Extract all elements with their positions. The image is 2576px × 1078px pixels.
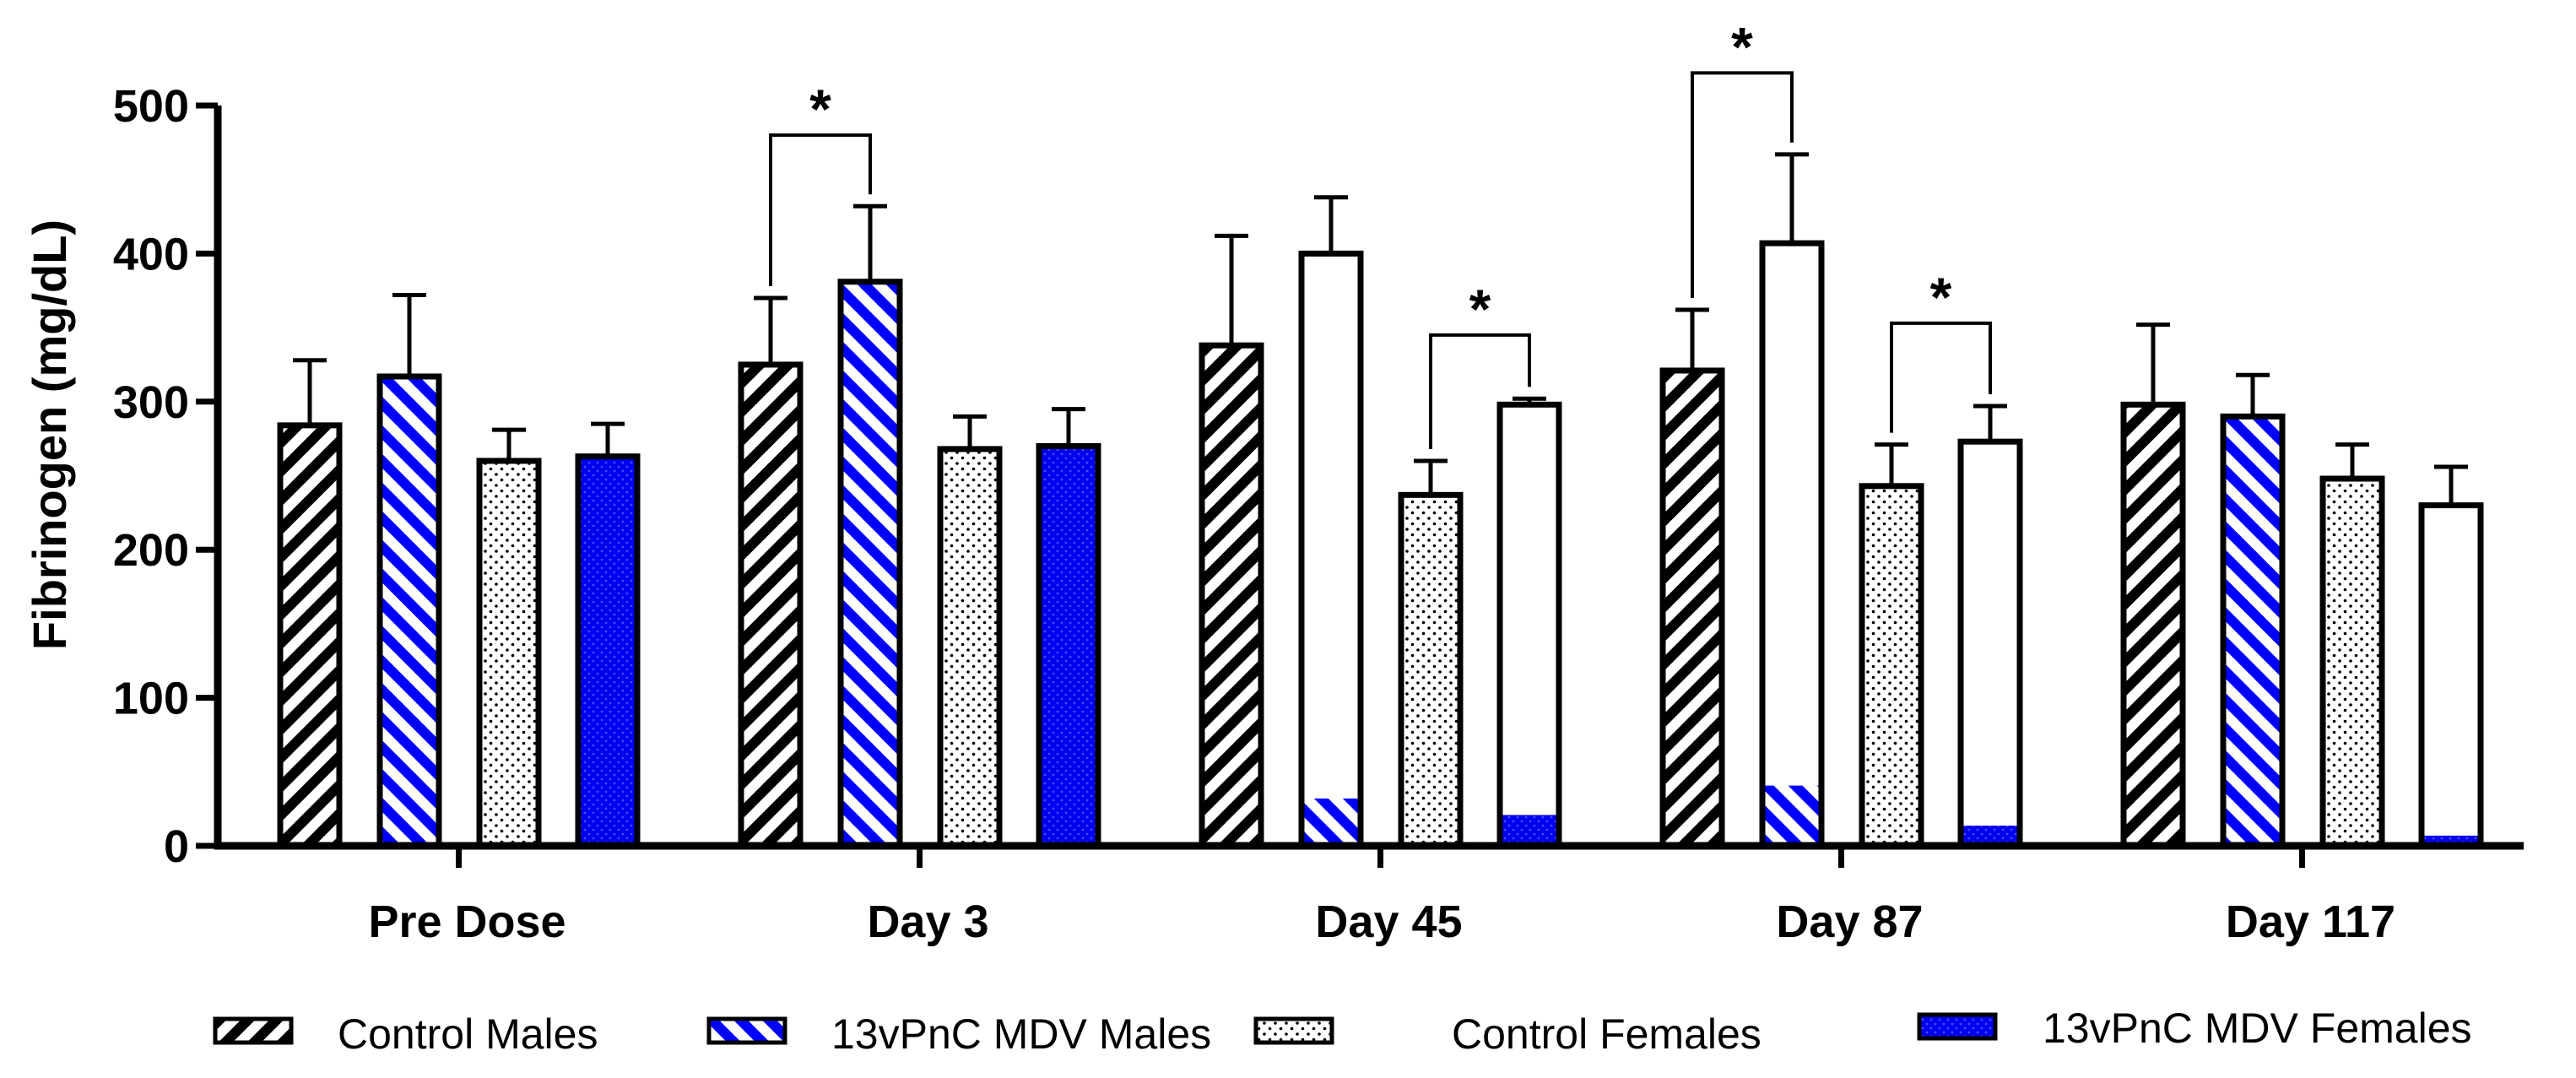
bar-fill [1039, 446, 1098, 846]
legend-item: 13vPnC MDV Females [1917, 1005, 2472, 1052]
legend-swatch [709, 1019, 785, 1043]
x-tick-label: Day 45 [1315, 897, 1462, 947]
x-tick-label: Day 87 [1776, 897, 1923, 947]
significance-bracket [769, 133, 872, 287]
significance-annotations: * * * * [769, 15, 1992, 449]
y-tick-label: 200 [113, 525, 189, 576]
bar-fill [1202, 345, 1261, 846]
significance-star: * [1930, 266, 1952, 328]
legend-swatch-outline [706, 1016, 787, 1045]
bar-fill [2323, 479, 2382, 846]
legend-swatch [1919, 1015, 1995, 1038]
significance-star: * [809, 78, 831, 140]
bars-layer [277, 240, 2484, 849]
bar-background [1302, 253, 1361, 846]
legend-swatch [1256, 1019, 1332, 1043]
bar-fill [841, 281, 900, 846]
legend-swatch [215, 1019, 291, 1043]
x-tick-label: Pre Dose [368, 897, 566, 947]
significance-bracket [1691, 71, 1794, 299]
bar-background [1500, 404, 1559, 847]
bar-background [1762, 243, 1821, 846]
bar-fill [1663, 370, 1722, 846]
bar-fill [1961, 826, 2020, 846]
error-bars-layer [293, 152, 2468, 506]
legend-label: Control Males [338, 1010, 598, 1058]
legend-label: 13vPnC MDV Females [2043, 1005, 2472, 1052]
bar-fill [280, 425, 339, 846]
bar-background [1961, 441, 2020, 846]
y-axis-label: Fibrinogen (mg/dL) [23, 219, 76, 650]
significance-star: * [1469, 278, 1491, 340]
legend: Control Males 13vPnC MDV Males Control Fem… [213, 1005, 2472, 1058]
significance-bracket [1890, 321, 1992, 433]
bar-fill [1862, 485, 1921, 846]
significance-star: * [1731, 15, 1753, 78]
significance-bracket [1429, 333, 1531, 449]
legend-swatch-outline [1253, 1016, 1334, 1045]
bar-fill [380, 376, 439, 846]
y-tick-label: 0 [164, 821, 189, 872]
legend-item: 13vPnC MDV Males [706, 1010, 1211, 1058]
y-tick-label: 400 [113, 229, 189, 279]
legend-item: Control Females [1253, 1010, 1762, 1058]
y-tick-label: 100 [113, 674, 189, 724]
bar-fill [1401, 495, 1460, 846]
bar-fill [2124, 404, 2183, 847]
bar-fill [741, 364, 800, 846]
y-tick-label: 300 [113, 377, 189, 428]
x-tick-label: Day 117 [2226, 897, 2395, 947]
legend-swatch-outline [1917, 1012, 1998, 1041]
x-tick-label: Day 3 [867, 897, 988, 947]
bar-background [2422, 505, 2481, 846]
bar-fill [2223, 416, 2282, 846]
bar-fill [1762, 785, 1821, 846]
legend-label: Control Females [1452, 1010, 1762, 1058]
bar-fill [1302, 798, 1361, 846]
bar-fill [940, 448, 999, 846]
bar-fill [479, 460, 538, 846]
bar-fill [578, 456, 637, 846]
y-tick-label: 500 [113, 81, 189, 132]
bar-fill [1500, 815, 1559, 846]
legend-label: 13vPnC MDV Males [831, 1010, 1211, 1058]
legend-swatch-outline [213, 1016, 294, 1045]
legend-item: Control Males [213, 1010, 598, 1058]
axes-layer: 0 100 200 300 400 500 Pre Dose Day 3 Day 45 Day 8… [113, 81, 2524, 947]
